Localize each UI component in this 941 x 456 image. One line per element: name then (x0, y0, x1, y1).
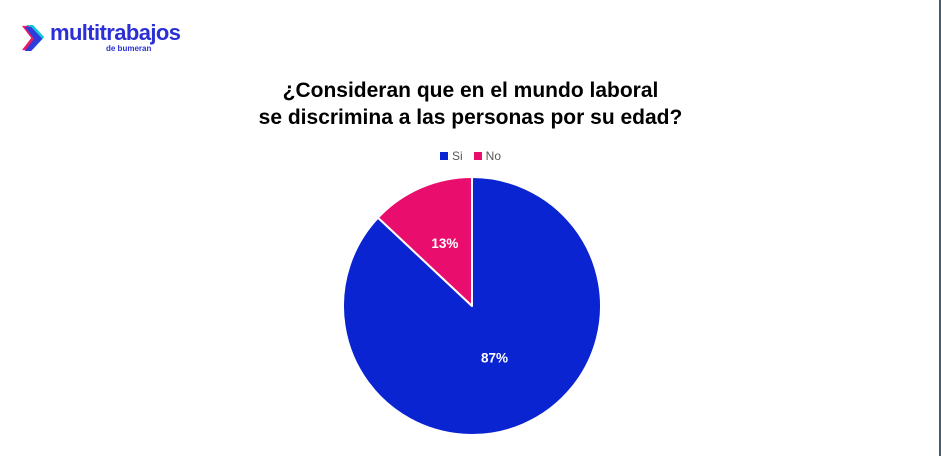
multitrabajos-logo: multitrabajos de bumeran (21, 20, 181, 54)
pie-chart-area: 87% 13% (340, 174, 604, 443)
chart-title-line-2: se discrimina a las personas por su edad… (258, 106, 683, 129)
chart-legend: Si No (0, 150, 941, 162)
window-right-edge (939, 0, 941, 456)
logo-text: multitrabajos de bumeran (50, 20, 181, 54)
bumeran-chevron-icon (21, 24, 45, 51)
legend-item-no: No (473, 149, 501, 163)
legend-marker-no (473, 152, 482, 160)
logo-tagline: de bumeran (106, 44, 152, 53)
legend-marker-si (439, 152, 448, 160)
pie-label-no: 13% (431, 236, 458, 251)
legend-label-si: Si (451, 149, 463, 163)
pie-slice-no (376, 176, 473, 307)
legend-item-si: Si (439, 149, 463, 163)
legend-label-no: No (485, 149, 501, 163)
chart-title-line-1: ¿Consideran que en el mundo laboral (282, 79, 659, 102)
logo-brand: multitrabajos (50, 20, 181, 45)
pie-chart: 87% 13% (342, 176, 602, 436)
chart-title: ¿Consideran que en el mundo laboral se d… (0, 77, 941, 131)
pie-label-si: 87% (481, 351, 508, 366)
